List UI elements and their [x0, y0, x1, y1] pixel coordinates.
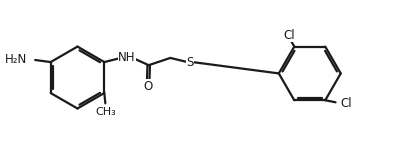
Text: H₂N: H₂N [5, 54, 27, 66]
Text: Cl: Cl [283, 29, 295, 42]
Text: CH₃: CH₃ [95, 107, 116, 117]
Text: Cl: Cl [341, 97, 352, 110]
Text: S: S [186, 56, 194, 69]
Text: NH: NH [118, 51, 136, 64]
Text: O: O [144, 80, 153, 93]
